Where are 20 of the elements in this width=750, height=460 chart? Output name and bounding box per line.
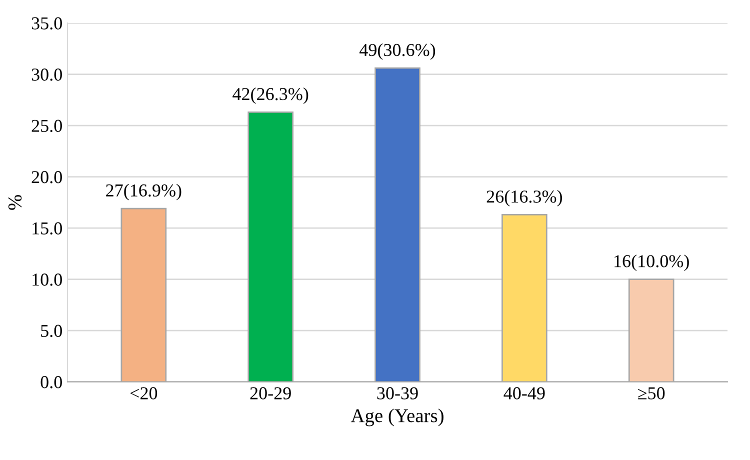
x-tick-label: <20 [130, 387, 158, 400]
x-axis-title: Age (Years) [350, 408, 444, 426]
y-tick-label: 35.0 [32, 17, 62, 30]
data-label: 27(16.9%) [106, 184, 182, 200]
y-tick-label: 20.0 [32, 171, 62, 184]
data-label: 42(26.3%) [232, 87, 308, 104]
y-tick-label: 15.0 [32, 222, 62, 235]
x-tick-label: ≥50 [638, 387, 665, 400]
y-axis-title: % [8, 194, 22, 210]
data-label: 26(16.3%) [486, 190, 562, 206]
data-label: 16(10.0%) [614, 254, 689, 271]
x-tick-label: 40-49 [504, 387, 545, 400]
y-tick-label: 25.0 [32, 120, 62, 132]
data-label: 49(30.6%) [359, 43, 436, 60]
y-tick-label: 10.0 [32, 274, 62, 286]
y-tick-label: 0.0 [40, 376, 62, 388]
x-tick-label: 20-29 [250, 387, 291, 400]
y-tick-label: 5.0 [41, 324, 62, 338]
x-tick-label: 30-39 [377, 387, 418, 400]
y-tick-label: 30.0 [32, 68, 62, 81]
